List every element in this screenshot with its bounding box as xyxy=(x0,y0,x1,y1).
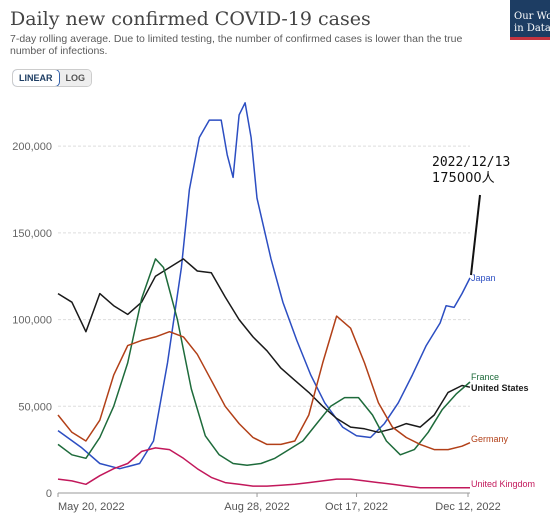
annotation-value: 175000人 xyxy=(432,171,495,186)
series-label: France xyxy=(471,372,499,382)
annotation-date: 2022/12/13 xyxy=(432,155,510,170)
series-label: United States xyxy=(471,383,529,393)
x-tick-label: Dec 12, 2022 xyxy=(435,501,500,513)
series-line-france xyxy=(57,258,471,467)
series-label: United Kingdom xyxy=(471,479,535,489)
series-line-united-kingdom xyxy=(57,447,470,489)
y-tick-label: 100,000 xyxy=(12,315,52,327)
chart-title: Daily new confirmed COVID-19 cases xyxy=(10,8,371,30)
series-label: Japan xyxy=(471,273,496,283)
owid-logo[interactable]: Our World in Data xyxy=(510,0,550,40)
chart-subtitle: 7-day rolling average. Due to limited te… xyxy=(10,33,463,57)
annotation-line xyxy=(470,194,481,276)
y-tick-label: 150,000 xyxy=(12,228,52,240)
logo-bar xyxy=(510,37,550,40)
y-tick-label: 0 xyxy=(46,488,52,500)
linear-scale-button[interactable]: LINEAR xyxy=(13,70,60,86)
series-label: Germany xyxy=(471,434,509,444)
y-tick-label: 50,000 xyxy=(18,401,52,413)
logo-line-2: in Data xyxy=(514,23,550,34)
log-scale-button[interactable]: LOG xyxy=(59,70,91,86)
x-tick-label: May 20, 2022 xyxy=(58,501,125,513)
x-tick-label: Oct 17, 2022 xyxy=(325,501,388,513)
scale-toggle: LINEAR LOG xyxy=(12,69,92,87)
logo-line-1: Our World xyxy=(514,11,550,22)
series-line-japan xyxy=(57,102,471,470)
series-line-united-states xyxy=(57,258,471,434)
y-tick-label: 200,000 xyxy=(12,141,52,153)
series-line-germany xyxy=(57,315,471,451)
x-tick-label: Aug 28, 2022 xyxy=(224,501,289,513)
